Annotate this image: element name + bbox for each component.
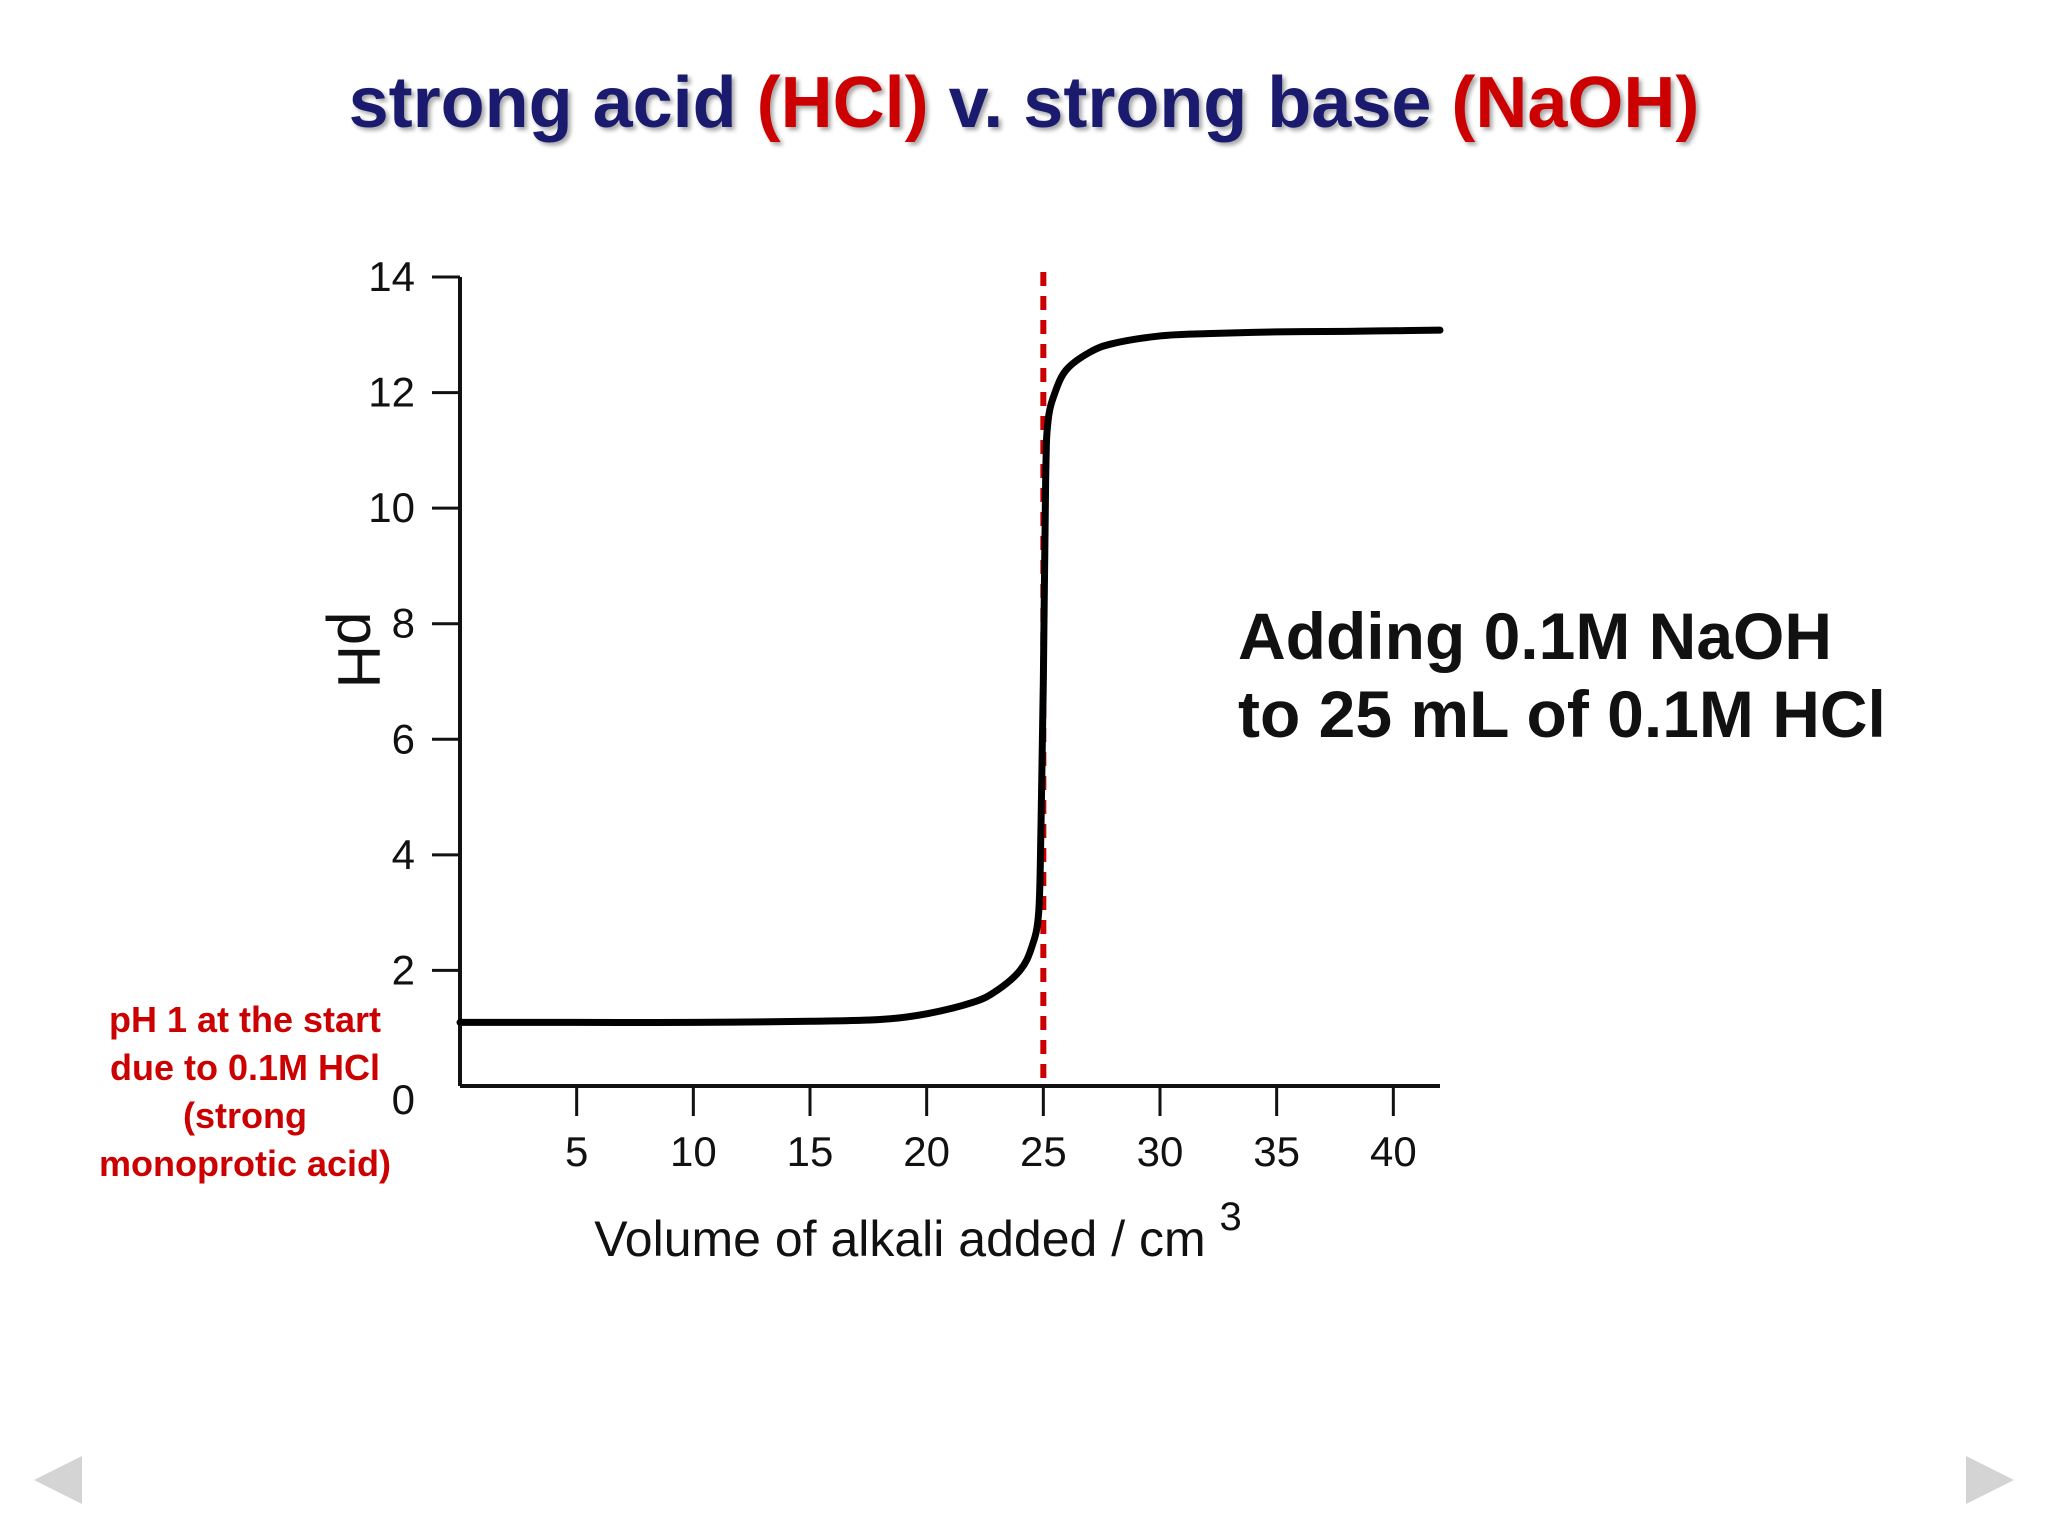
y-tick-label-8: 8 bbox=[392, 600, 415, 647]
title-part-1: (HCl) bbox=[756, 63, 929, 143]
titration-curve-0 bbox=[456, 326, 1444, 1027]
data-point-0-15 bbox=[1054, 392, 1056, 394]
chart-axes: 0 2 4 6 8 10 12 14 5 10 15 20 25 30 35 40 pH Volume of al… bbox=[325, 253, 1440, 1267]
data-point-0-6 bbox=[972, 1001, 974, 1003]
data-point-0-20 bbox=[1206, 333, 1208, 335]
y-tick-label-10: 10 bbox=[368, 484, 415, 531]
x-axis-label-superscript: 3 bbox=[1220, 1195, 1242, 1239]
data-point-0-10 bbox=[1038, 912, 1040, 914]
data-point-0-21 bbox=[1276, 331, 1278, 333]
title-part-3: (NaOH) bbox=[1451, 63, 1700, 143]
chart-marks bbox=[456, 272, 1444, 1086]
y-tick-label-4: 4 bbox=[392, 831, 415, 878]
data-point-0-7 bbox=[996, 990, 998, 992]
data-point-0-24 bbox=[1439, 329, 1441, 331]
data-point-0-17 bbox=[1089, 351, 1091, 353]
description: Adding 0.1M NaOH to 25 mL of 0.1M HCl bbox=[1238, 597, 1886, 753]
slide-title: strong acid (HCl) v. strong base (NaOH) bbox=[0, 62, 2048, 144]
data-point-0-11 bbox=[1040, 825, 1042, 827]
left-triangle-arrow-icon[interactable] bbox=[30, 1452, 86, 1508]
y-axis-label: pH bbox=[325, 612, 392, 689]
data-point-0-12 bbox=[1042, 681, 1044, 683]
y-tick-label-12: 12 bbox=[368, 369, 415, 416]
right-triangle-arrow-icon[interactable] bbox=[1962, 1452, 2018, 1508]
x-tick-label-10: 10 bbox=[670, 1128, 717, 1175]
description-line-2: to 25 mL of 0.1M HCl bbox=[1238, 677, 1886, 751]
data-point-0-9 bbox=[1031, 946, 1033, 948]
x-axis-label: Volume of alkali added / cm 3 bbox=[594, 1195, 1242, 1267]
annotation-line-2: due to 0.1M HCl bbox=[109, 1047, 381, 1088]
x-tick-label-40: 40 bbox=[1370, 1128, 1417, 1175]
data-point-0-13 bbox=[1045, 478, 1047, 480]
y-tick-label-6: 6 bbox=[392, 715, 415, 762]
data-point-0-0 bbox=[459, 1021, 461, 1023]
data-point-0-18 bbox=[1112, 342, 1114, 344]
data-point-0-4 bbox=[879, 1019, 881, 1021]
annotation-line-3: (strong bbox=[183, 1095, 307, 1136]
description-line-1: Adding 0.1M NaOH bbox=[1238, 599, 1833, 673]
data-point-0-16 bbox=[1066, 368, 1068, 370]
annotation-line-1: pH 1 at the start bbox=[108, 999, 382, 1040]
x-tick-label-25: 25 bbox=[1020, 1128, 1067, 1175]
x-tick-label-30: 30 bbox=[1137, 1128, 1184, 1175]
data-point-0-3 bbox=[809, 1020, 811, 1022]
x-tick-label-5: 5 bbox=[565, 1128, 588, 1175]
data-point-0-23 bbox=[1392, 330, 1394, 332]
data-point-0-14 bbox=[1047, 420, 1049, 422]
data-point-0-1 bbox=[576, 1021, 578, 1023]
annotation-line-4: monoprotic acid) bbox=[98, 1143, 391, 1184]
x-tick-label-35: 35 bbox=[1253, 1128, 1300, 1175]
title-part-0: strong acid bbox=[348, 63, 757, 143]
title-part-2: v. strong base bbox=[928, 63, 1452, 143]
data-point-0-2 bbox=[692, 1021, 694, 1023]
data-point-0-19 bbox=[1159, 335, 1161, 337]
data-point-0-22 bbox=[1346, 330, 1348, 332]
data-point-0-8 bbox=[1019, 969, 1021, 971]
data-point-0-5 bbox=[926, 1013, 928, 1015]
y-tick-label-0: 0 bbox=[392, 1076, 415, 1123]
y-tick-label-14: 14 bbox=[368, 253, 415, 300]
y-tick-label-2: 2 bbox=[392, 946, 415, 993]
x-tick-label-15: 15 bbox=[787, 1128, 834, 1175]
start-ph-annotation: pH 1 at the start due to 0.1M HCl (strong m… bbox=[70, 996, 420, 1188]
x-tick-label-20: 20 bbox=[903, 1128, 950, 1175]
